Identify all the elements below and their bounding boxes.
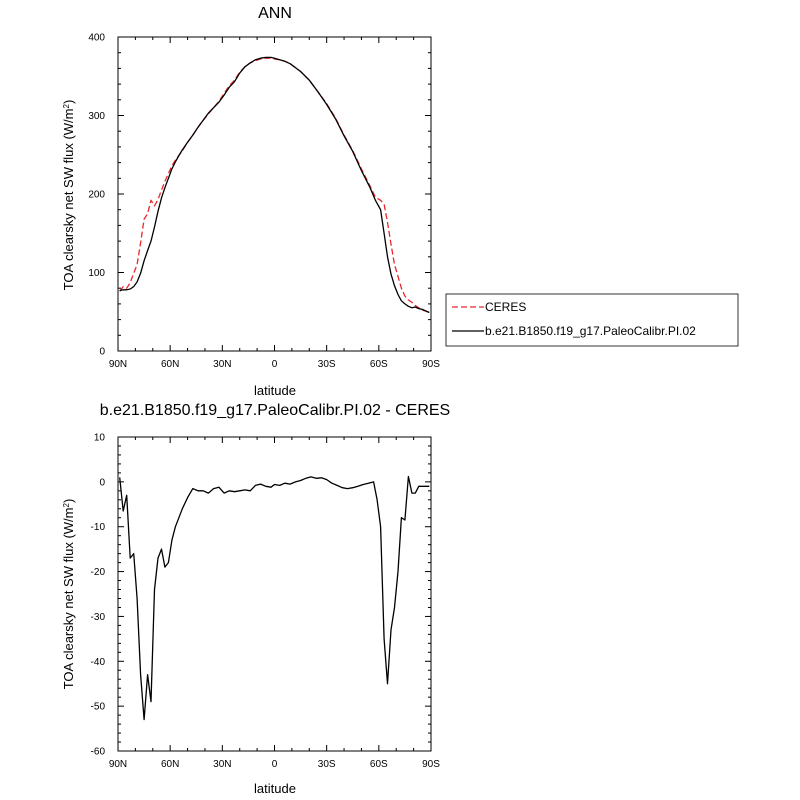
top-series-group xyxy=(119,56,430,314)
top-series-line-1 xyxy=(119,56,430,314)
top-y-tick-label: 300 xyxy=(88,111,105,122)
bottom-axes: 90N 60N 30N 0 30S 60S 90S -60 -50 -40 -30 -20 -10 0 10 xyxy=(91,433,441,771)
top-y-tick-label: 200 xyxy=(88,190,105,201)
bottom-y-tick-label: 0 xyxy=(99,477,105,488)
top-axes: 90N 60N 30N 0 30S 60S 90S 0 100 200 300 400 xyxy=(88,33,440,371)
bottom-x-axis-title: latitude xyxy=(254,781,296,796)
bottom-x-tick-label: 90N xyxy=(109,759,127,770)
bottom-x-tick-label: 90S xyxy=(422,759,440,770)
bottom-x-tick-label: 30N xyxy=(213,759,231,770)
bottom-y-tick-label: -60 xyxy=(91,747,106,758)
bottom-y-tick-label: -10 xyxy=(91,522,106,533)
bottom-y-tick-label: -40 xyxy=(91,657,106,668)
bottom-y-axis-title: TOA clearsky net SW flux (W/m2) xyxy=(61,499,76,690)
top-x-tick-label: 0 xyxy=(272,359,278,370)
bottom-y-tick-label: -20 xyxy=(91,567,106,578)
bottom-y-tick-label: -30 xyxy=(91,612,106,623)
bottom-y-tick-label: -50 xyxy=(91,702,106,713)
bottom-series-line-0 xyxy=(119,475,430,721)
top-y-tick-label: 100 xyxy=(88,268,105,279)
bottom-x-tick-label: 60S xyxy=(370,759,388,770)
bottom-x-tick-label: 0 xyxy=(272,759,278,770)
top-y-tick-label: 400 xyxy=(88,33,105,44)
legend: CERES b.e21.B1850.f19_g17.PaleoCalibr.PI… xyxy=(445,293,739,347)
bottom-panel: b.e21.B1850.f19_g17.PaleoCalibr.PI.02 - … xyxy=(61,402,450,796)
top-panel: ANN 90N 60N 30N 0 30S 60S 90S 0 100 200 300 400 lat… xyxy=(61,5,440,398)
top-x-tick-label: 30N xyxy=(213,359,231,370)
top-x-tick-label: 30S xyxy=(318,359,336,370)
legend-label-ceres: CERES xyxy=(485,300,526,314)
top-series-line-0 xyxy=(119,57,430,314)
bottom-y-tick-label: 10 xyxy=(94,433,106,444)
top-x-tick-label: 90N xyxy=(109,359,127,370)
legend-label-model: b.e21.B1850.f19_g17.PaleoCalibr.PI.02 xyxy=(485,324,696,338)
bottom-x-tick-label: 30S xyxy=(318,759,336,770)
top-x-tick-label: 60N xyxy=(161,359,179,370)
bottom-chart-title: b.e21.B1850.f19_g17.PaleoCalibr.PI.02 - … xyxy=(100,402,450,419)
bottom-x-tick-label: 60N xyxy=(161,759,179,770)
top-x-tick-label: 60S xyxy=(370,359,388,370)
top-y-axis-title: TOA clearsky net SW flux (W/m2) xyxy=(61,100,76,291)
top-x-axis-title: latitude xyxy=(254,383,296,398)
top-y-tick-label: 0 xyxy=(99,347,105,358)
top-chart-title: ANN xyxy=(258,5,292,22)
top-x-tick-label: 90S xyxy=(422,359,440,370)
top-plot-frame xyxy=(117,36,432,352)
bottom-series-group xyxy=(119,475,430,721)
legend-box xyxy=(445,293,739,347)
